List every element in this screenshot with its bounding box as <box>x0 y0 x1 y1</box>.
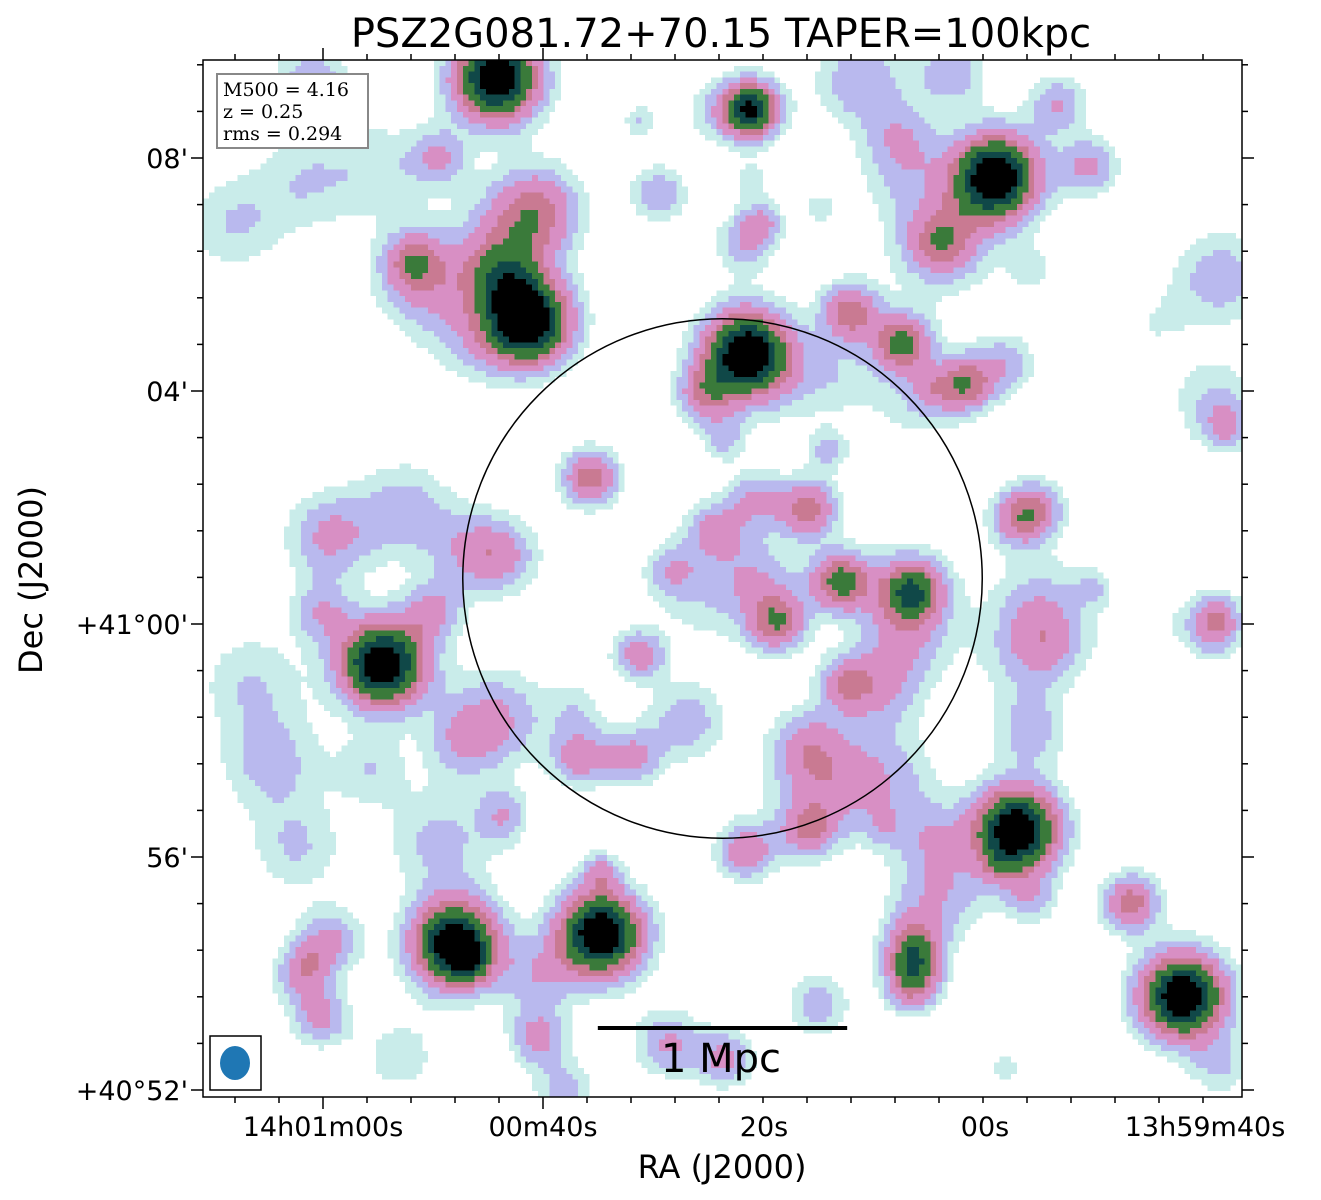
info-m500: M500 = 4.16 <box>223 79 349 101</box>
y-tick-label: +40°52' <box>76 1076 188 1107</box>
info-box-frame <box>216 73 369 149</box>
plot-frame <box>202 59 1243 1098</box>
y-tick-label: 08' <box>146 144 188 175</box>
y-axis-label: Dec (J2000) <box>12 486 50 674</box>
chart-title: PSZ2G081.72+70.15 TAPER=100kpc <box>351 11 1091 57</box>
cluster-r500-circle <box>462 318 983 839</box>
beam-ellipse <box>220 1046 250 1080</box>
x-tick-label: 14h01m00s <box>243 1112 404 1143</box>
axis-ticks <box>191 48 1254 1109</box>
scale-bar-label: 1 Mpc <box>661 1036 781 1082</box>
x-tick-label: 13h59m40s <box>1125 1112 1286 1143</box>
info-box: M500 = 4.16 z = 0.25 rms = 0.294 <box>216 73 369 149</box>
x-tick-labels: 14h01m00s 00m40s 20s 00s 13h59m40s <box>243 1112 1286 1143</box>
x-tick-label: 20s <box>740 1112 788 1143</box>
info-rms: rms = 0.294 <box>223 123 342 145</box>
scale-bar: 1 Mpc <box>597 1026 848 1082</box>
info-redshift: z = 0.25 <box>223 101 303 123</box>
x-tick-label: 00s <box>961 1112 1009 1143</box>
y-tick-label: +41°00' <box>76 610 188 641</box>
y-tick-labels: +40°52' 56' +41°00' 04' 08' <box>76 144 188 1107</box>
plot-area: M500 = 4.16 z = 0.25 rms = 0.294 1 Mpc <box>191 48 1254 1109</box>
x-tick-label: 00m40s <box>488 1112 597 1143</box>
y-tick-label: 04' <box>146 377 188 408</box>
beam-indicator <box>209 1035 262 1091</box>
radio-intensity-heatmap <box>203 60 1242 1097</box>
x-axis-label: RA (J2000) <box>638 1148 807 1186</box>
y-tick-label: 56' <box>146 843 188 874</box>
